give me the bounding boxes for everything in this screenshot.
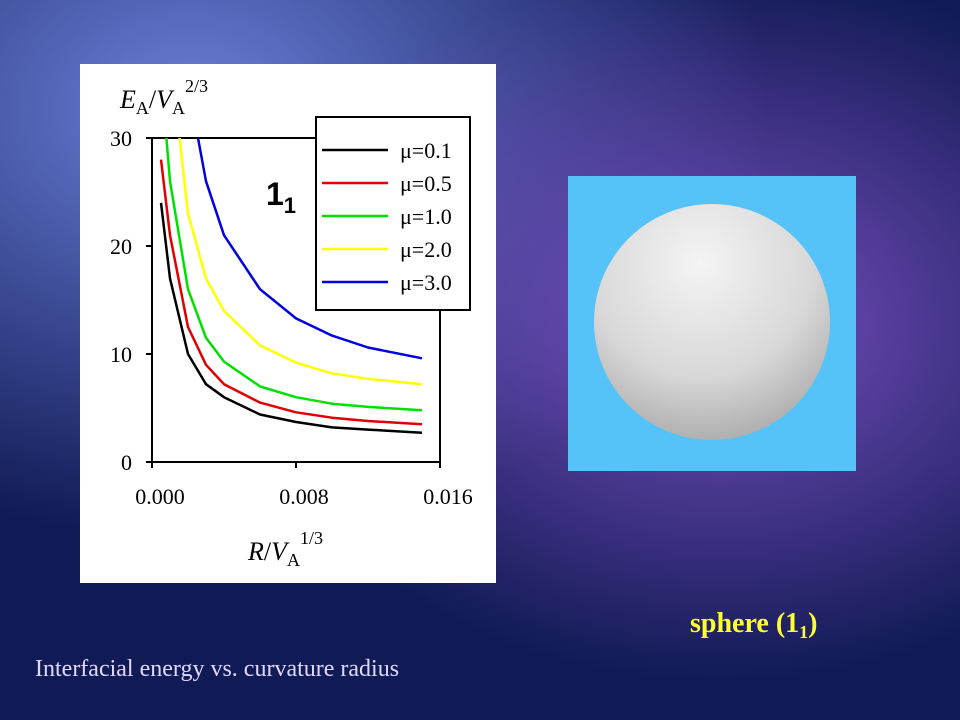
slide-caption: Interfacial energy vs. curvature radius: [35, 656, 399, 682]
label-part: 2/3: [185, 76, 208, 96]
annotation: 11: [266, 176, 296, 218]
series-line: [178, 138, 423, 386]
y-tick-label: 30: [110, 126, 132, 151]
annotation-sub: 1: [284, 193, 296, 218]
y-axis-label: EA/VA2/3: [119, 76, 208, 118]
label-part: A: [172, 98, 185, 118]
label-part: A: [287, 550, 300, 570]
caption-sub: 1: [799, 622, 808, 642]
label-part: 1/3: [300, 528, 323, 548]
x-tick-label: 0.008: [279, 484, 329, 509]
legend-label: μ=0.1: [400, 138, 452, 163]
x-tick-label: 0.016: [423, 484, 473, 509]
legend-label: μ=0.5: [400, 171, 452, 196]
label-part: E: [119, 85, 136, 114]
sphere: [594, 204, 830, 440]
series-line: [159, 202, 423, 435]
label-part: V: [271, 537, 290, 566]
label-part: V: [156, 85, 175, 114]
caption-part: ): [808, 608, 817, 639]
label-part: R: [247, 537, 264, 566]
label-part: /: [264, 537, 272, 566]
y-tick-label: 10: [110, 342, 132, 367]
caption-part: sphere (1: [690, 608, 799, 639]
series-line: [159, 159, 423, 426]
y-tick-label: 0: [121, 450, 132, 475]
label-part: /: [149, 85, 157, 114]
series-line: [196, 138, 423, 360]
series-line: [165, 138, 423, 412]
x-axis-label: R/VA1/3: [247, 528, 323, 570]
image-caption: sphere (11): [690, 608, 817, 642]
annotation-part: 1: [266, 176, 284, 212]
x-tick-label: 0.000: [135, 484, 185, 509]
legend-label: μ=2.0: [400, 237, 452, 262]
legend-label: μ=1.0: [400, 204, 452, 229]
y-tick-label: 20: [110, 234, 132, 259]
plot-lines: [159, 138, 423, 435]
legend-label: μ=3.0: [400, 270, 452, 295]
label-part: A: [136, 98, 149, 118]
